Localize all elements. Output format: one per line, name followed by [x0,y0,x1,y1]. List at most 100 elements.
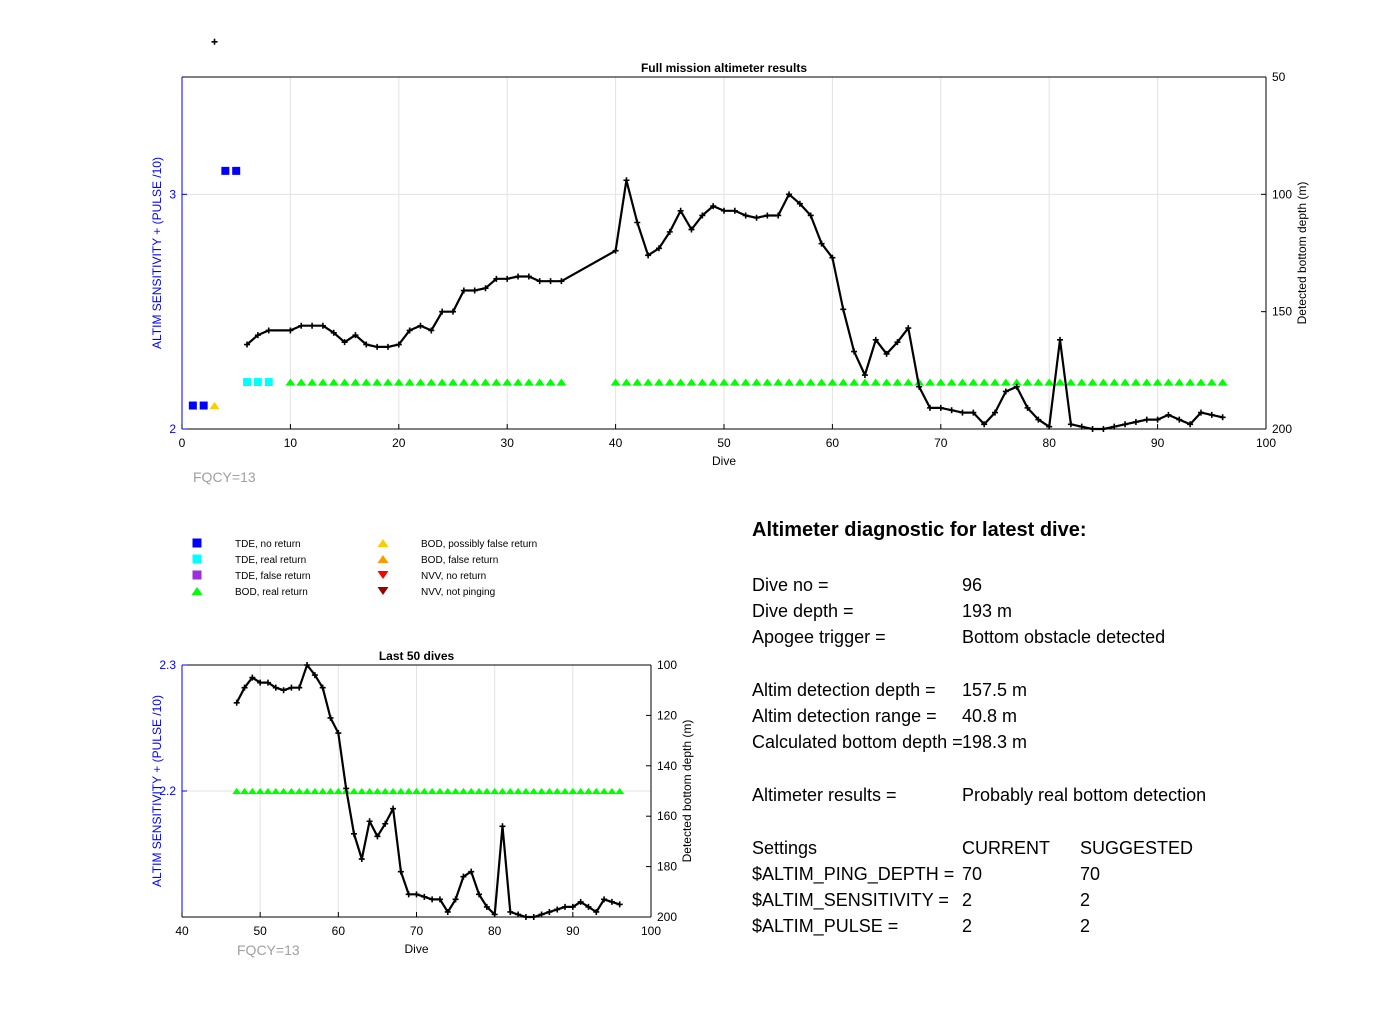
full-bottom-depth-point [515,273,522,280]
full-marker-bod-real-return [307,378,318,386]
full-bottom-depth-point [1111,423,1118,430]
full-marker-bod-real-return [621,378,632,386]
full-bottom-depth-point [287,327,294,334]
last50-bottom-depth-point [515,911,522,918]
full-bottom-depth-line [246,179,1223,431]
last50-bottom-depth-point [374,833,381,840]
last50-bottom-depth-point [452,896,459,903]
full-marker-bod-real-return [946,378,957,386]
full-marker-bod-real-return [458,378,469,386]
full-marker-bod-real-return [773,378,784,386]
full-bottom-depth-point [1100,426,1107,432]
full-x-tick-label: 40 [609,436,623,450]
last50-marker-bod-real-return [552,787,562,795]
full-bottom-depth-point [341,339,348,346]
last50-bottom-depth-point [522,914,529,920]
full-bottom-depth-point [330,329,337,336]
full-bottom-depth-point [829,254,836,261]
full-marker-bod-real-return [1195,378,1206,386]
full-bottom-depth-point [688,226,695,233]
altim-detection-depth-value: 157.5 m [962,680,1028,700]
last50-bottom-depth-point [249,674,256,681]
last50-chart-title: Last 50 dives [379,649,455,663]
full-bottom-depth-point [471,287,478,294]
full-marker-bod-real-return [664,378,675,386]
legend-marker-tde-no-return [192,538,202,548]
last50-fqcy-note: FQCY=13 [237,942,300,958]
last50-bottom-depth-point [296,684,303,691]
legend-marker-tde-false-return [192,570,202,580]
full-y2-tick-label: 100 [1272,187,1292,201]
legend-marker-bod-possibly-false [377,538,389,548]
last50-bottom-depth-point [507,908,514,915]
full-bottom-depth-point [731,207,738,214]
full-bottom-depth-point [655,245,662,252]
last50-bottom-depth-point [554,906,561,913]
full-marker-bod-real-return [816,378,827,386]
last50-bottom-depth-point [491,911,498,918]
last50-marker-bod-real-return [412,787,421,795]
full-bottom-depth-point [363,341,370,348]
legend-marker-nvv-not-pinging [377,586,389,596]
full-marker-bod-real-return [859,378,870,386]
last50-bottom-depth-point [460,873,467,880]
full-bottom-depth-point [1197,409,1204,416]
last50-marker-bod-real-return [443,787,453,795]
full-marker-tde-real-return [243,378,252,387]
last50-x-tick-label: 100 [641,924,661,938]
full-marker-bod-real-return [697,378,708,386]
suggested-column-label: SUGGESTED [1080,838,1194,858]
current-column-label: CURRENT [962,838,1050,858]
legend-label-bod-false: BOD, false return [421,555,498,566]
full-marker-bod-real-return [534,378,545,386]
altimeter-results-label: Altimeter results = [752,785,897,805]
last50-bottom-depth-point [304,662,311,668]
last50-bottom-depth-point [358,856,365,863]
full-y2-tick-label: 150 [1272,305,1292,319]
full-bottom-depth-point [1219,414,1226,421]
full-marker-bod-real-return [1022,378,1033,386]
full-bottom-depth-point [265,327,272,334]
full-bottom-depth-point [742,212,749,219]
full-marker-bod-real-return [740,378,751,386]
full-marker-tde-real-return [253,378,262,387]
full-marker-bod-real-return [480,378,491,386]
last50-bottom-depth-point [350,830,357,837]
full-bottom-depth-point [1046,423,1053,430]
full-bottom-depth-point [807,212,814,219]
last50-marker-bod-real-return [607,787,617,795]
full-marker-tde-real-return [264,378,273,387]
last50-marker-bod-real-return [263,787,273,795]
last50-bottom-depth-point [397,868,404,875]
full-bottom-depth-point [634,219,641,226]
full-bottom-depth-point [764,212,771,219]
full-bottom-depth-point [450,308,456,315]
full-marker-bod-real-return [762,378,773,386]
last50-bottom-depth-point [390,805,397,812]
full-marker-bod-real-return [870,378,881,386]
full-marker-bod-real-return [990,378,1000,386]
full-bottom-depth-point [547,278,554,285]
full-marker-bod-real-return [1087,378,1098,386]
full-bottom-depth-point [1132,418,1139,425]
last50-bottom-depth-point [421,893,428,900]
full-y2-axis-label: Detected bottom depth (m) [1295,182,1309,325]
last50-bottom-depth-point [530,914,537,920]
legend-marker-tde-real-return [192,554,202,564]
full-marker-bod-real-return [339,378,350,386]
legend-label-bod-real-return: BOD, real return [235,587,308,598]
full-bottom-depth-point [309,322,316,329]
last50-bottom-depth-point [476,891,483,898]
full-marker-bod-real-return [892,378,903,386]
last50-marker-bod-real-return [271,787,281,795]
full-y2-tick-label: 200 [1272,422,1292,436]
full-marker-bod-real-return [513,378,524,386]
last50-marker-bod-real-return [497,787,507,795]
full-y2-tick-label: 50 [1272,70,1286,84]
altim-detection-depth-label: Altim detection depth = [752,680,936,700]
full-bottom-depth-point [428,327,435,334]
full-bottom-depth-point [536,278,543,285]
full-marker-bod-real-return [1098,378,1109,386]
full-marker-bod-real-return [1055,378,1066,386]
full-bottom-depth-point [244,341,251,348]
